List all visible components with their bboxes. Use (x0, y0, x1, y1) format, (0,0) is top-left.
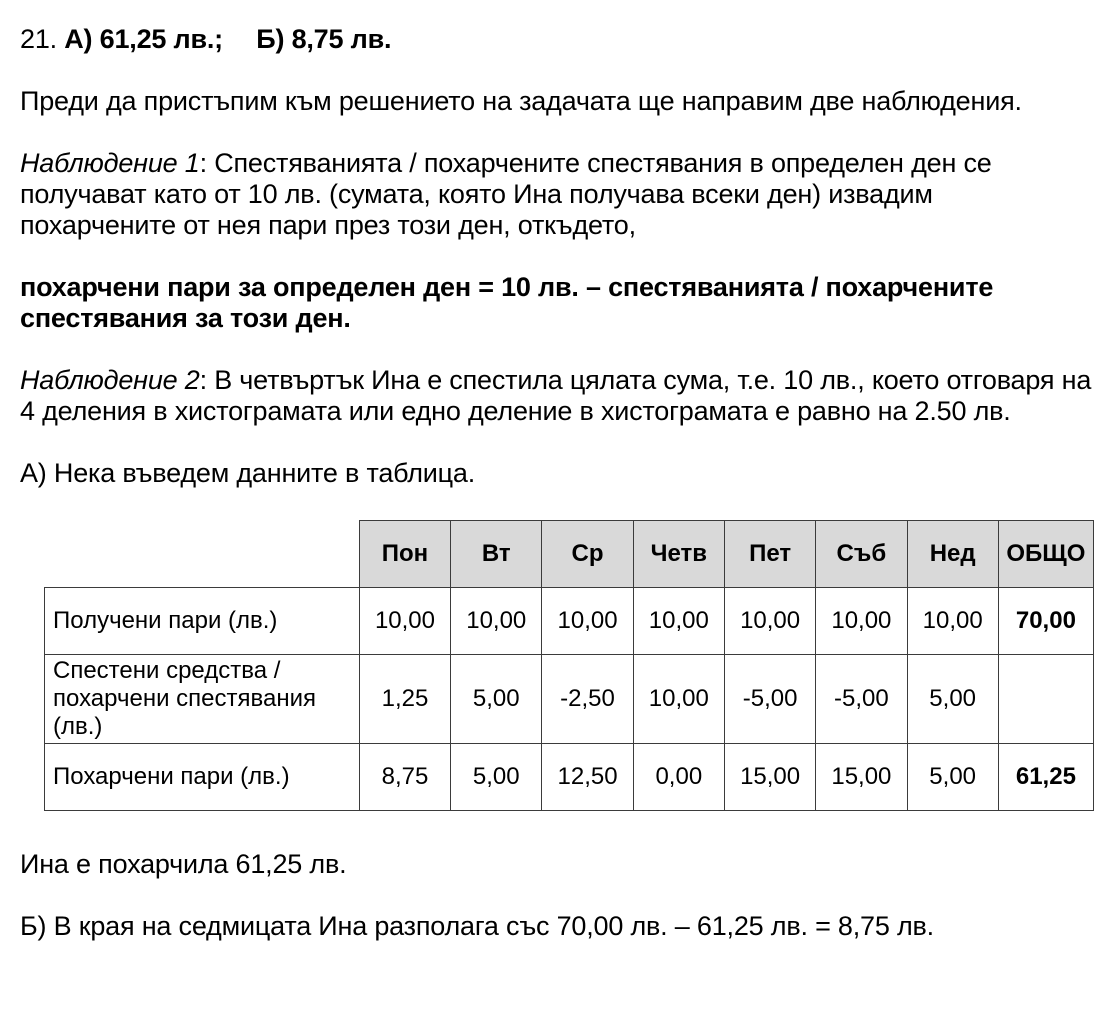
table-corner-cell (45, 521, 360, 588)
col-header-wed: Ср (541, 520, 634, 588)
value-cell: 10,00 (632, 587, 725, 655)
value-cell: 5,00 (906, 743, 999, 811)
value-cell: 15,00 (723, 743, 817, 811)
value-cell: 10,00 (906, 587, 999, 655)
value-cell: 0,00 (632, 743, 725, 811)
value-cell: -2,50 (541, 654, 634, 744)
solution-table: Пон Вт Ср Четв Пет Съб Нед ОБЩО Получени… (44, 520, 1095, 811)
col-header-total: ОБЩО (997, 520, 1095, 588)
answer-part-a: А) 61,25 лв.; (64, 24, 223, 54)
intro-paragraph: Преди да пристъпим към решението на зада… (20, 86, 1022, 116)
value-cell: -5,00 (815, 654, 908, 744)
conclusion-a: Ина е похарчила 61,25 лв. (20, 849, 347, 879)
value-cell: 15,00 (815, 743, 908, 811)
task-number: 21. (20, 24, 57, 54)
formula-paragraph: похарчени пари за определен ден = 10 лв.… (20, 272, 994, 333)
value-cell: 5,00 (450, 743, 543, 811)
table-row-spent: Похарчени пари (лв.) 8,75 5,00 12,50 0,0… (44, 743, 1095, 811)
table-row-received: Получени пари (лв.) 10,00 10,00 10,00 10… (44, 587, 1095, 655)
table-row-saved: Спестени средства / похарчени спестявани… (44, 654, 1095, 744)
value-cell: 5,00 (450, 654, 543, 744)
answer-part-b: Б) 8,75 лв. (256, 24, 392, 54)
value-cell: 10,00 (450, 587, 543, 655)
observation-2-text: : В четвъртък Ина е спестила цялата сума… (20, 365, 1092, 426)
row-label: Спестени средства / похарчени спестявани… (44, 654, 360, 744)
observation-1-label: Наблюдение 1 (20, 148, 200, 178)
observation-1-text: : Спестяванията / похарчените спестявани… (20, 148, 992, 240)
col-header-sun: Нед (906, 520, 999, 588)
row-label: Похарчени пари (лв.) (44, 743, 360, 811)
value-cell: 10,00 (632, 654, 725, 744)
row-label: Получени пари (лв.) (44, 587, 360, 655)
col-header-fri: Пет (723, 520, 817, 588)
value-cell: 10,00 (541, 587, 634, 655)
col-header-mon: Пон (358, 520, 452, 588)
total-cell: 61,25 (997, 743, 1095, 811)
observation-2-label: Наблюдение 2 (20, 365, 200, 395)
answer-heading: 21. А) 61,25 лв.; Б) 8,75 лв. (20, 24, 1094, 55)
value-cell: 5,00 (906, 654, 999, 744)
observation-1-paragraph: Наблюдение 1: Спестяванията / похарченит… (20, 148, 1094, 241)
value-cell: 1,25 (358, 654, 452, 744)
col-header-tue: Вт (450, 520, 543, 588)
observation-2-paragraph: Наблюдение 2: В четвъртък Ина е спестила… (20, 365, 1094, 427)
total-cell: 70,00 (997, 587, 1095, 655)
total-cell (997, 654, 1095, 744)
col-header-sat: Съб (815, 520, 908, 588)
conclusion-b: Б) В края на седмицата Ина разполага със… (20, 911, 934, 941)
section-a-intro: А) Нека въведем данните в таблица. (20, 458, 476, 488)
value-cell: 10,00 (723, 587, 817, 655)
table-header-row: Пон Вт Ср Четв Пет Съб Нед ОБЩО (45, 520, 1095, 588)
col-header-thu: Четв (632, 520, 725, 588)
value-cell: 12,50 (541, 743, 634, 811)
value-cell: 10,00 (358, 587, 452, 655)
value-cell: 8,75 (358, 743, 452, 811)
value-cell: 10,00 (815, 587, 908, 655)
value-cell: -5,00 (723, 654, 817, 744)
